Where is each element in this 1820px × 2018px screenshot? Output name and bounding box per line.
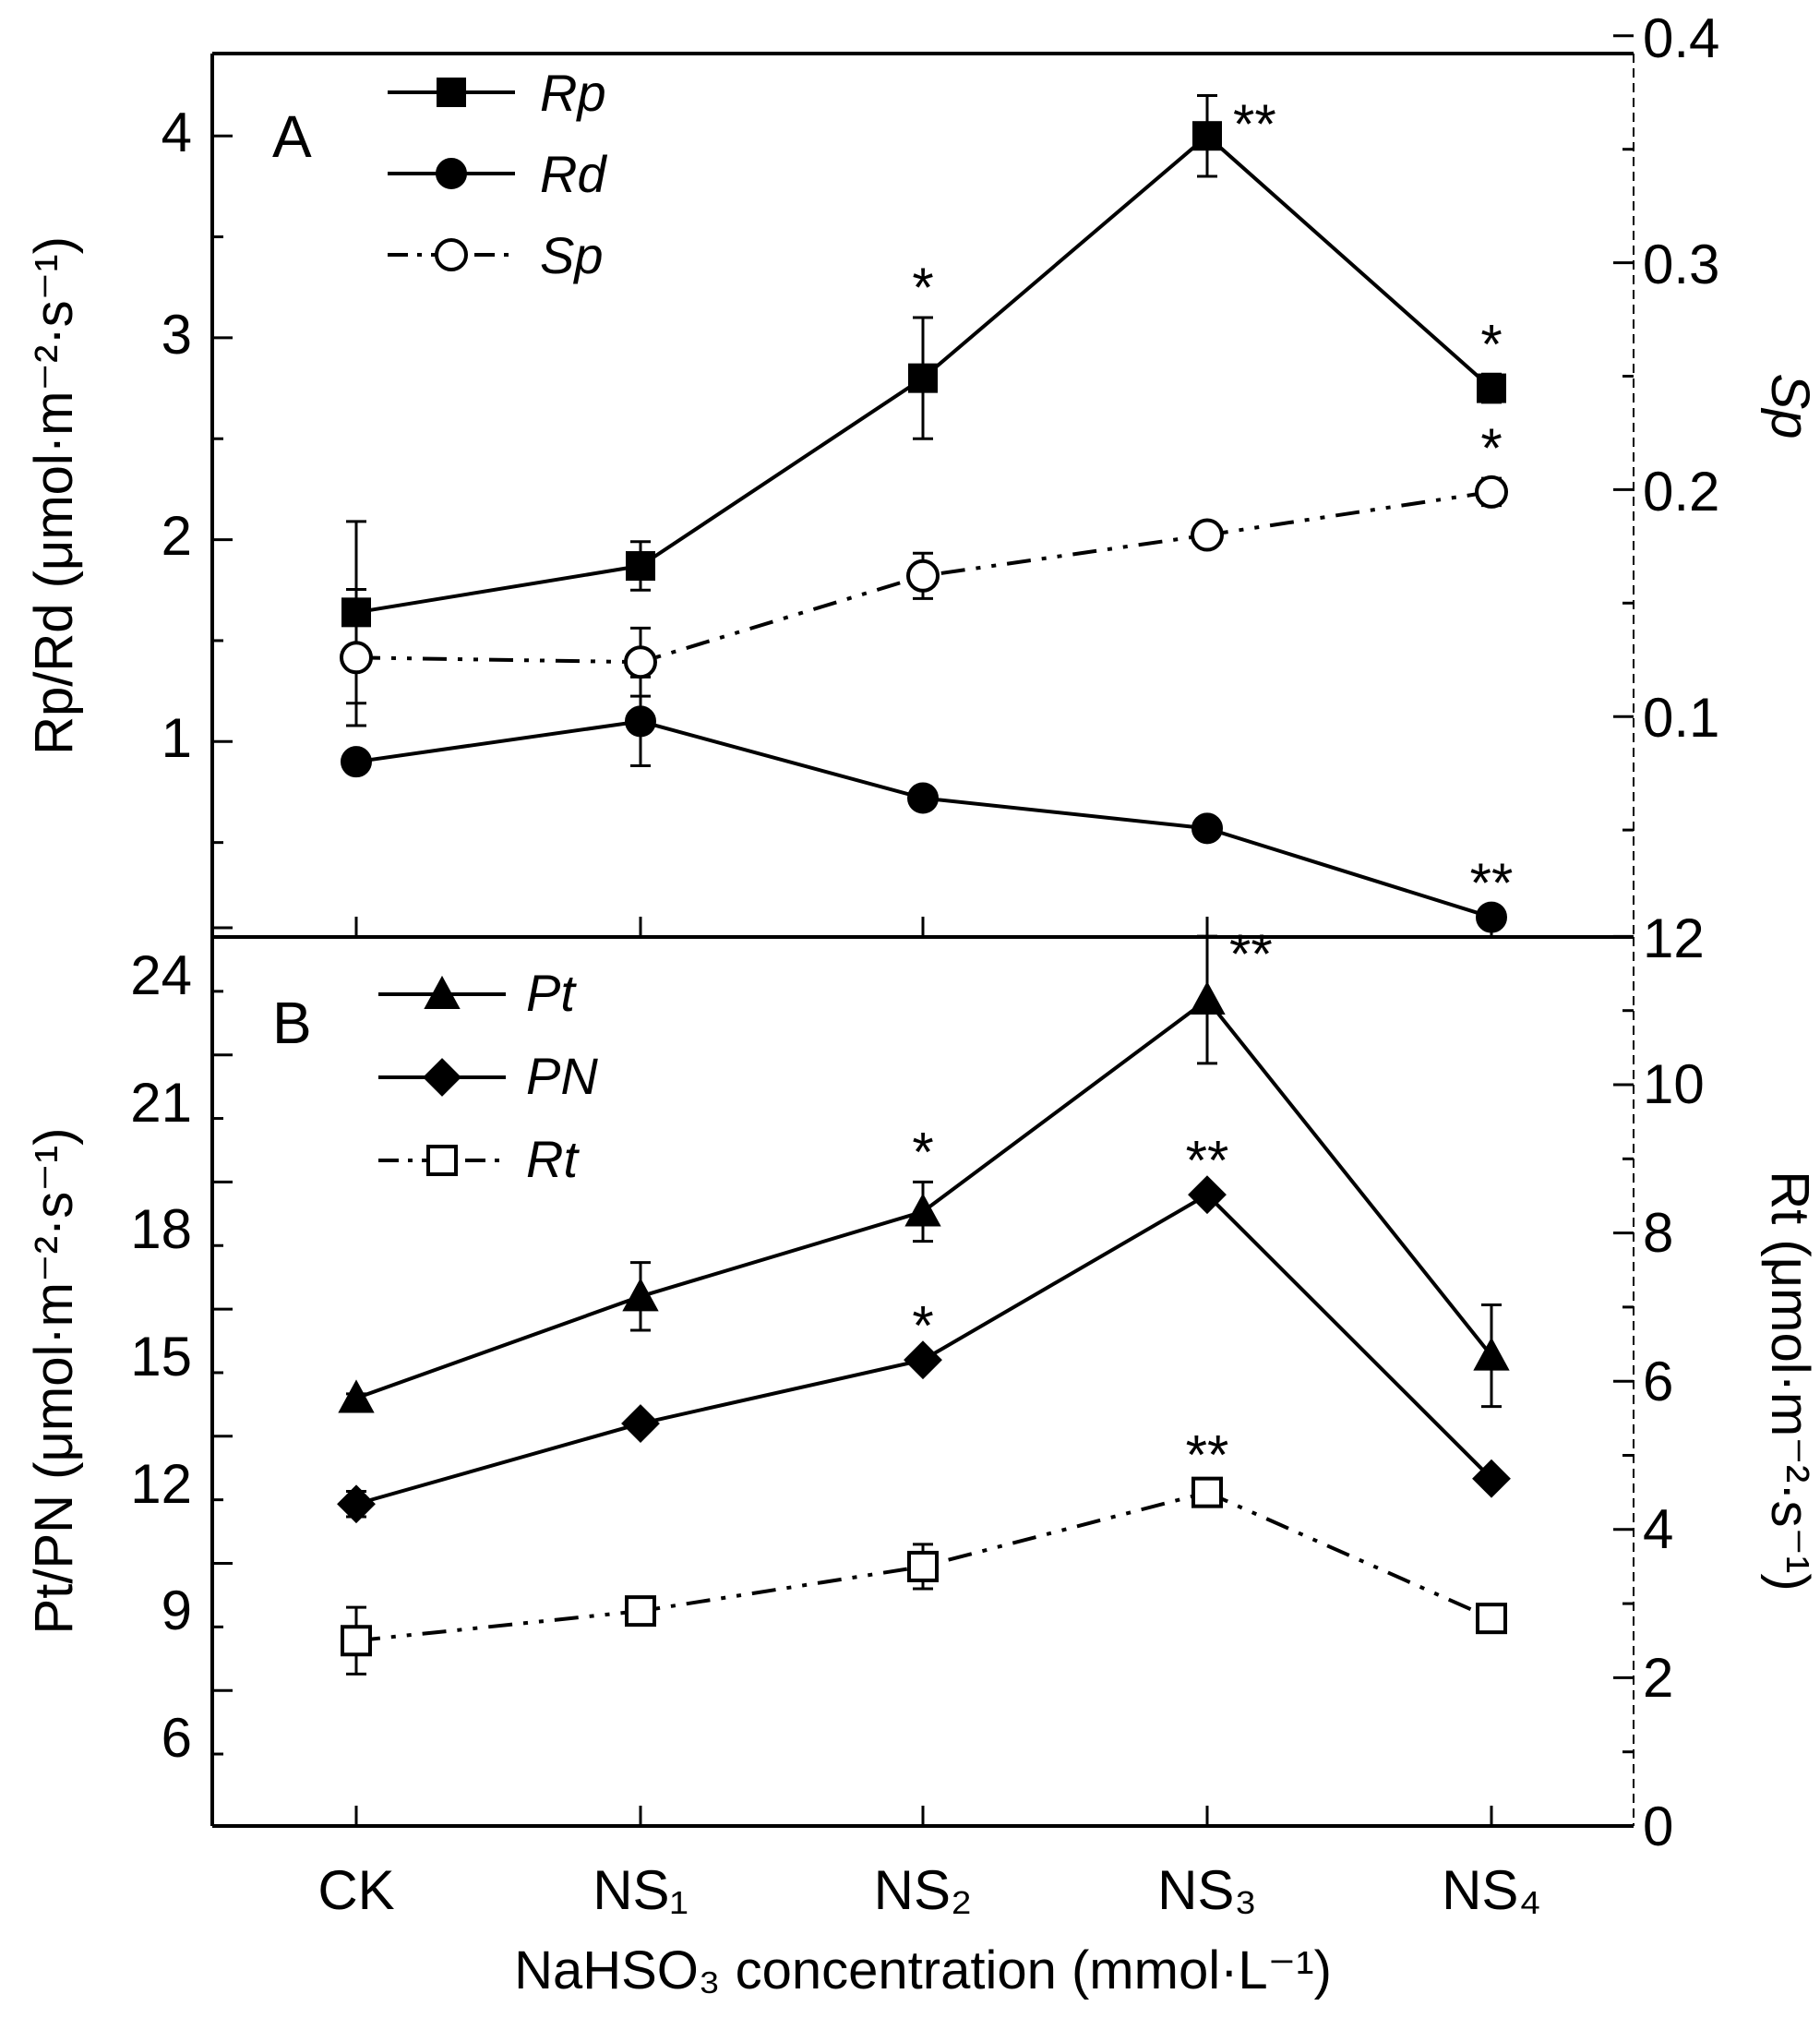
legend-b: Pt PN Rt <box>526 964 598 1188</box>
panel-b-left-tick: 9 <box>162 1580 192 1641</box>
panel-b-pt-significance-label: * <box>912 1121 933 1183</box>
panel-b-right-tick: 12 <box>1643 907 1705 969</box>
legend-pt-sample-marker <box>424 975 461 1009</box>
panel-a-sp-point <box>1475 474 1508 509</box>
frame-a <box>210 52 1634 937</box>
x-category-labels: CK NS₁ NS₂ NS₃ NS₄ <box>317 1859 1541 1921</box>
panel-a-rp-point <box>626 551 655 582</box>
panel-b-left-axis-title: Pt/PN (μmol·m⁻²·s⁻¹) <box>24 1128 84 1635</box>
legend-item-sp: Sp <box>540 226 604 284</box>
panel-b-pn-point <box>1472 1459 1511 1498</box>
panel-b-pn-point <box>904 1340 942 1380</box>
panel-b-rt-point <box>907 1550 939 1582</box>
panel-b-pn-point <box>621 1404 660 1443</box>
panel-b-pn-significance-label: * <box>912 1295 933 1357</box>
panel-a-rp-point <box>908 363 938 393</box>
legend-item-pn: PN <box>526 1047 598 1105</box>
panel-a-sp-point <box>624 645 657 679</box>
x-axis-title: NaHSO₃ concentration (mmol·L⁻¹) <box>514 1940 1332 2000</box>
panel-b-pn-point <box>337 1484 376 1524</box>
panel-a-right-axis-title: Sp <box>1760 374 1820 439</box>
panel-a-right-tick: 0.4 <box>1643 7 1719 69</box>
panel-b-left-tick: 12 <box>130 1453 192 1515</box>
legend-a: Rp Rd Sp <box>540 64 607 284</box>
x-category-label: NS₂ <box>874 1859 973 1921</box>
panel-b-right-ticks: 0 2 4 6 8 10 12 <box>1643 907 1705 1857</box>
panel-a-rp-point <box>1477 373 1506 403</box>
panel-a-rd-point <box>1476 901 1507 933</box>
panel-a-left-tick: 4 <box>162 102 192 163</box>
panel-b-right-axis-title: Rt (μmol·m⁻²·s⁻¹) <box>1760 1171 1820 1591</box>
panel-b-rt-significance-label: ** <box>1186 1424 1229 1486</box>
panel-a-rd-point <box>625 705 656 738</box>
panel-b-pt-point <box>1473 1337 1510 1371</box>
panel-a-sp-significance-label: * <box>1480 417 1502 479</box>
panel-b-series-rt-line <box>355 1490 1492 1643</box>
x-category-label: NS₄ <box>1442 1859 1541 1921</box>
panel-a-rp-significance-label: ** <box>1233 93 1276 155</box>
panel-b-right-tick: 10 <box>1643 1053 1705 1115</box>
panel-b-right-tick: 4 <box>1643 1498 1673 1560</box>
panel-a-rd-point <box>1191 812 1223 845</box>
panel-b-rt-point <box>1476 1603 1507 1635</box>
panel-a-rd-significance-label: ** <box>1470 852 1514 914</box>
panel-b-right-tick: 2 <box>1643 1647 1673 1709</box>
x-category-label: CK <box>317 1859 394 1921</box>
panel-b-pt-point <box>904 1193 941 1227</box>
legend-rd-sample-marker <box>436 158 467 189</box>
legend-item-rt: Rt <box>526 1130 580 1188</box>
panel-a-label: A <box>272 103 312 170</box>
panel-b-pt-point <box>338 1379 375 1413</box>
panel-a-rd-point <box>341 746 372 778</box>
panel-b-rt-point <box>1191 1476 1223 1508</box>
panel-b-left-tick: 15 <box>130 1326 192 1387</box>
panel-a-left-tick: 3 <box>162 304 192 366</box>
panel-b-left-tick: 24 <box>130 944 192 1006</box>
panel-a-right-ticks: 0.1 0.3 0.4 0.2 <box>1643 7 1719 749</box>
panel-b-left-tick: 21 <box>130 1072 192 1134</box>
panel-a-sp-point <box>906 559 940 593</box>
panel-a-left-tick: 1 <box>162 707 192 769</box>
legend-pn-sample-marker <box>423 1058 461 1097</box>
x-category-label: NS₁ <box>593 1859 688 1921</box>
legend-item-pt: Pt <box>526 964 577 1022</box>
panel-a-rd-point <box>907 782 939 814</box>
series-layer: *************** <box>337 78 1514 1676</box>
panel-b-rt-point <box>341 1625 372 1657</box>
panel-a-right-tick: 0.3 <box>1643 234 1719 295</box>
panel-a-sp-point <box>340 641 373 675</box>
legend-rt-sample-marker <box>426 1145 458 1176</box>
panel-b-right-tick: 0 <box>1643 1796 1673 1857</box>
panel-a-left-ticks: 1 2 3 4 <box>162 102 192 769</box>
panel-a-right-tick: 0.2 <box>1643 461 1719 523</box>
panel-a-right-tick: 0.1 <box>1643 687 1719 749</box>
panel-b-left-tick: 6 <box>162 1707 192 1769</box>
panel-b-pn-significance-label: ** <box>1186 1130 1229 1192</box>
axes-layer <box>212 34 1634 1826</box>
panel-a-rp-point <box>1192 121 1222 151</box>
panel-b-rt-point <box>625 1595 656 1628</box>
legend-sp-sample-marker <box>435 238 468 271</box>
panel-a-rp-significance-label: * <box>1480 313 1502 375</box>
panel-b-pt-significance-label: ** <box>1229 923 1273 985</box>
panel-b-right-tick: 8 <box>1643 1202 1673 1264</box>
panel-b-right-tick: 6 <box>1643 1351 1673 1412</box>
legend-item-rd: Rd <box>540 145 607 203</box>
panel-a-left-axis-title: Rp/Rd (μmol·m⁻²·s⁻¹) <box>24 236 84 755</box>
panel-b-left-ticks: 6 9 12 15 18 21 24 <box>130 944 192 1769</box>
panel-b-left-tick: 18 <box>130 1198 192 1260</box>
panel-b-pt-point <box>1189 980 1226 1015</box>
legend-rp-sample-marker <box>437 78 466 107</box>
x-category-label: NS₃ <box>1157 1859 1257 1921</box>
panel-a-sp-point <box>1191 518 1224 552</box>
panel-b-pt-point <box>622 1278 659 1312</box>
panel-a-left-tick: 2 <box>162 505 192 567</box>
panel-a-rp-significance-label: * <box>912 257 933 318</box>
panel-b-pn-point <box>1188 1175 1227 1215</box>
panel-b-label: B <box>272 990 312 1056</box>
legend-item-rp: Rp <box>540 64 606 122</box>
